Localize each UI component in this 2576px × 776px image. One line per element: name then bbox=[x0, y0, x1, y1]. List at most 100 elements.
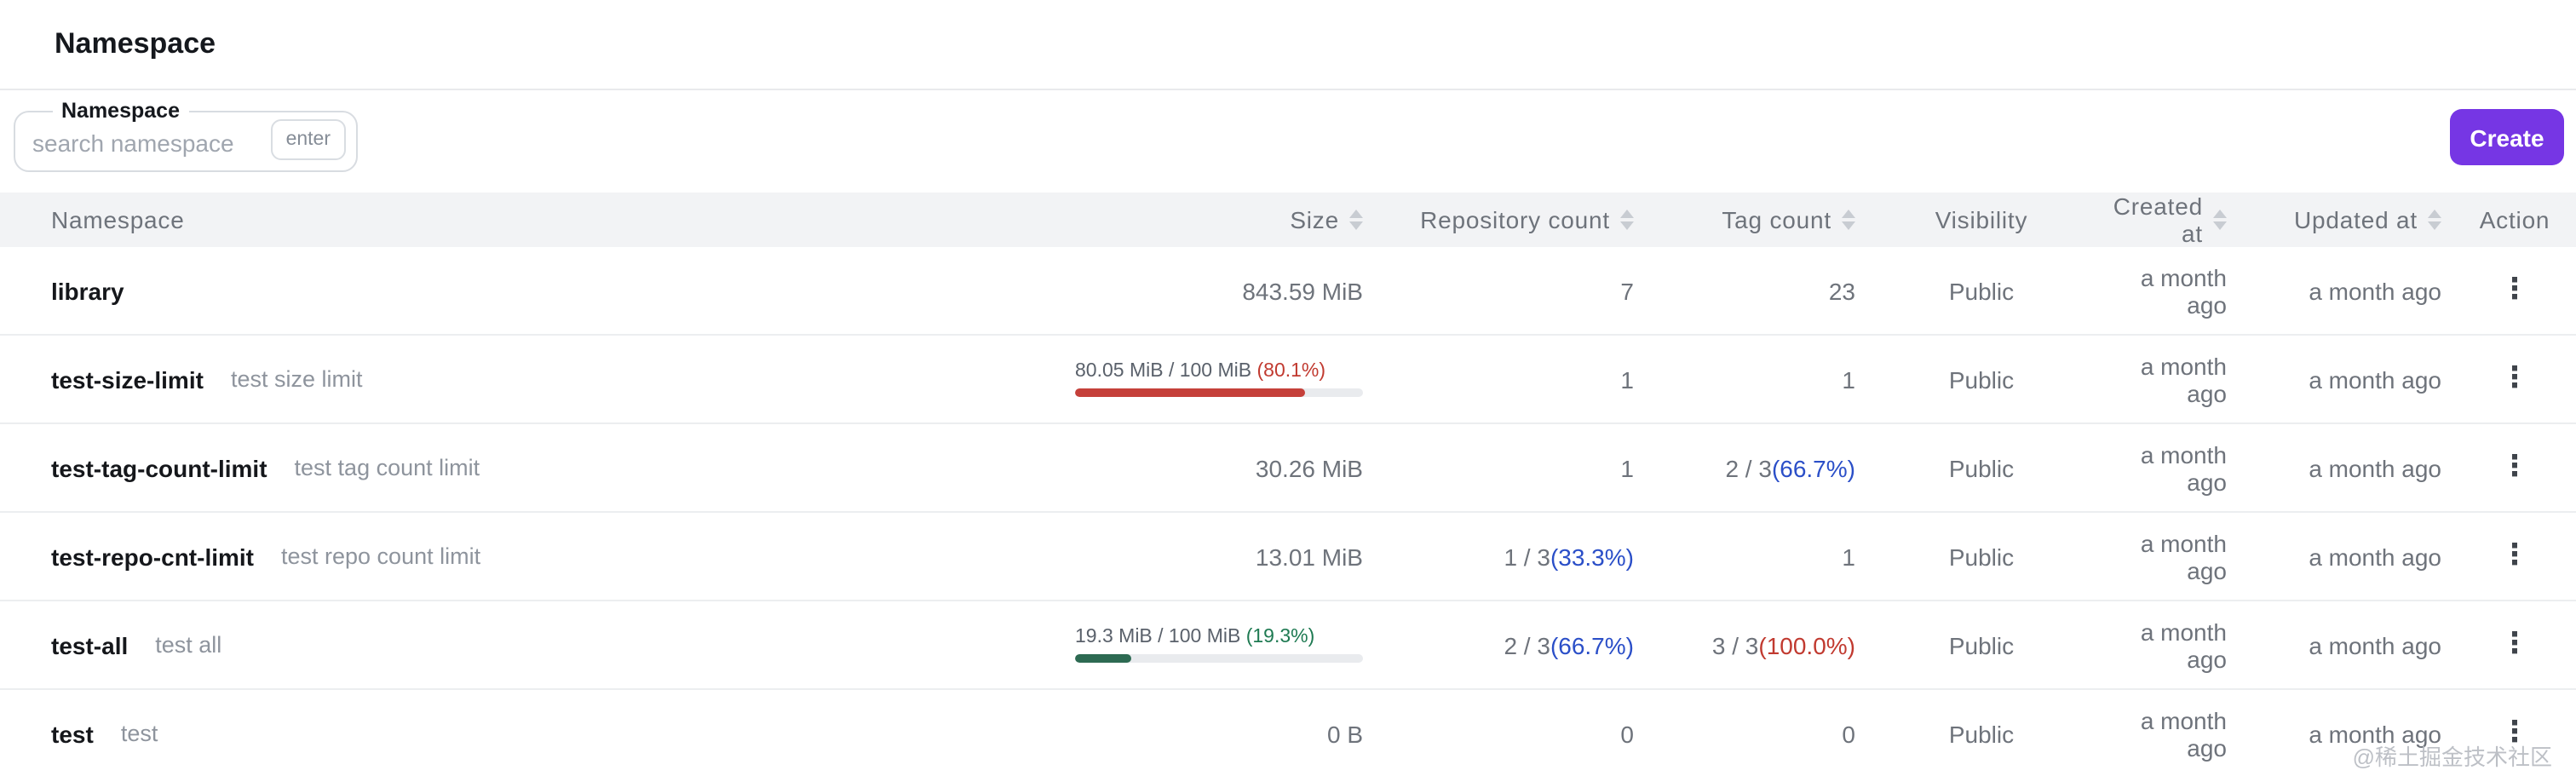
namespace-search-fieldset: Namespace enter bbox=[14, 99, 358, 172]
cell-value: 7 bbox=[1620, 277, 1634, 304]
row-actions-menu-button[interactable]: ⋮ bbox=[2500, 627, 2529, 661]
quota-used-of-limit: 19.3 MiB / 100 MiB bbox=[1075, 627, 1246, 647]
quota-percent: (80.1%) bbox=[1256, 361, 1326, 382]
action-cell: ⋮ bbox=[2467, 450, 2562, 484]
quota-usage-block: 19.3 MiB / 100 MiB (19.3%) bbox=[1075, 627, 1363, 663]
page-title: Namespace bbox=[55, 27, 216, 60]
quota-usage-text: 80.05 MiB / 100 MiB (80.1%) bbox=[1075, 361, 1363, 382]
column-header-visibility: Visibility bbox=[1855, 206, 2107, 233]
repository-count-cell: 1 bbox=[1363, 365, 1634, 393]
size-cell: 843.59 MiB bbox=[1056, 277, 1363, 304]
fraction-percent: (33.3%) bbox=[1550, 543, 1634, 570]
namespace-name-link[interactable]: test-repo-cnt-limit bbox=[51, 543, 254, 570]
cell-value: 0 B bbox=[1326, 720, 1363, 747]
row-actions-menu-button[interactable]: ⋮ bbox=[2500, 716, 2529, 750]
search-input[interactable] bbox=[32, 123, 245, 164]
namespace-name-link[interactable]: library bbox=[51, 277, 124, 304]
row-actions-menu-button[interactable]: ⋮ bbox=[2500, 273, 2529, 307]
created-at-cell: a month ago bbox=[2140, 706, 2227, 761]
namespace-cell: test-all test all bbox=[51, 631, 1056, 658]
column-header-label: Tag count bbox=[1722, 206, 1831, 233]
column-header-label: Repository count bbox=[1420, 206, 1610, 233]
namespace-description: test repo count limit bbox=[281, 543, 481, 569]
cell-value: 1 bbox=[1842, 365, 1855, 393]
cell-value: 1 bbox=[1620, 365, 1634, 393]
namespace-cell: test-tag-count-limit test tag count limi… bbox=[51, 454, 1056, 481]
namespace-description: test tag count limit bbox=[294, 455, 480, 480]
table-row: test-size-limit test size limit 80.05 Mi… bbox=[0, 336, 2576, 424]
table-row: test-all test all 19.3 MiB / 100 MiB (19… bbox=[0, 601, 2576, 690]
tag-count-cell: 23 bbox=[1634, 277, 1855, 304]
visibility-cell: Public bbox=[1948, 720, 2015, 747]
namespace-cell: test test bbox=[51, 720, 1056, 747]
cell-value: 1 bbox=[1620, 454, 1634, 481]
table-row: test-tag-count-limit test tag count limi… bbox=[0, 424, 2576, 513]
search-field-label: Namespace bbox=[61, 99, 180, 123]
namespace-name-link[interactable]: test bbox=[51, 720, 94, 747]
column-header-label: Size bbox=[1290, 206, 1339, 233]
size-cell: 30.26 MiB bbox=[1056, 454, 1363, 481]
sort-arrows-icon[interactable] bbox=[1842, 210, 1855, 230]
row-actions-menu-button[interactable]: ⋮ bbox=[2500, 538, 2529, 572]
table-row: test test 0 B 0 0 Public a month ago a m… bbox=[0, 690, 2576, 776]
created-at-cell: a month ago bbox=[2140, 263, 2227, 318]
visibility-cell: Public bbox=[1948, 277, 2015, 304]
sort-arrows-icon[interactable] bbox=[2213, 210, 2227, 230]
column-header-repository_count[interactable]: Repository count bbox=[1363, 206, 1634, 233]
visibility-cell: Public bbox=[1948, 631, 2015, 658]
created-at-cell: a month ago bbox=[2140, 618, 2227, 672]
sort-arrows-icon[interactable] bbox=[1620, 210, 1634, 230]
cell-value: 30.26 MiB bbox=[1255, 454, 1363, 481]
fraction-percent: (100.0%) bbox=[1758, 631, 1855, 658]
quota-used-of-limit: 80.05 MiB / 100 MiB bbox=[1075, 361, 1257, 382]
table-row: library 843.59 MiB 7 23 Public a month a… bbox=[0, 247, 2576, 336]
action-cell: ⋮ bbox=[2467, 538, 2562, 572]
quota-progress-track bbox=[1075, 654, 1363, 663]
action-cell: ⋮ bbox=[2467, 716, 2562, 750]
column-header-namespace: Namespace bbox=[51, 206, 1056, 233]
visibility-cell: Public bbox=[1948, 454, 2015, 481]
quota-usage-block: 80.05 MiB / 100 MiB (80.1%) bbox=[1075, 361, 1363, 397]
sort-arrows-icon[interactable] bbox=[1349, 210, 1363, 230]
sort-arrows-icon[interactable] bbox=[2428, 210, 2441, 230]
row-actions-menu-button[interactable]: ⋮ bbox=[2500, 450, 2529, 484]
created-at-cell: a month ago bbox=[2140, 352, 2227, 406]
namespace-table: Namespace Size Repository count Tag count Vi… bbox=[0, 193, 2576, 776]
page-header: Namespace bbox=[0, 0, 2576, 90]
action-cell: ⋮ bbox=[2467, 273, 2562, 307]
column-header-label: Visibility bbox=[1935, 206, 2028, 233]
cell-value: 23 bbox=[1828, 277, 1855, 304]
column-header-label: Action bbox=[2479, 206, 2550, 233]
updated-at-cell: a month ago bbox=[2309, 631, 2441, 658]
column-header-tag_count[interactable]: Tag count bbox=[1634, 206, 1855, 233]
created-at-cell: a month ago bbox=[2140, 529, 2227, 583]
repository-count-cell: 1 bbox=[1363, 454, 1634, 481]
cell-value: 13.01 MiB bbox=[1255, 543, 1363, 570]
column-header-created_at[interactable]: Created at bbox=[2107, 193, 2252, 247]
repository-count-cell: 2 / 3 (66.7%) bbox=[1363, 631, 1634, 658]
visibility-cell: Public bbox=[1948, 365, 2015, 393]
size-cell: 13.01 MiB bbox=[1056, 543, 1363, 570]
create-button[interactable]: Create bbox=[2450, 109, 2564, 165]
row-actions-menu-button[interactable]: ⋮ bbox=[2500, 361, 2529, 395]
tag-count-cell: 0 bbox=[1634, 720, 1855, 747]
namespace-description: test bbox=[120, 721, 158, 746]
size-cell: 0 B bbox=[1056, 720, 1363, 747]
namespace-cell: test-size-limit test size limit bbox=[51, 365, 1056, 393]
updated-at-cell: a month ago bbox=[2309, 277, 2441, 304]
fraction-value: 3 / 3 bbox=[1711, 631, 1759, 658]
cell-value: 0 bbox=[1620, 720, 1634, 747]
namespace-name-link[interactable]: test-tag-count-limit bbox=[51, 454, 267, 481]
namespace-name-link[interactable]: test-size-limit bbox=[51, 365, 204, 393]
updated-at-cell: a month ago bbox=[2309, 543, 2441, 570]
namespace-description: test size limit bbox=[230, 366, 363, 392]
tag-count-cell: 3 / 3 (100.0%) bbox=[1634, 631, 1855, 658]
updated-at-cell: a month ago bbox=[2309, 720, 2441, 747]
column-header-size[interactable]: Size bbox=[1056, 206, 1363, 233]
action-cell: ⋮ bbox=[2467, 361, 2562, 395]
column-header-updated_at[interactable]: Updated at bbox=[2252, 206, 2467, 233]
watermark: @稀土掘金技术社区 bbox=[2352, 744, 2552, 770]
namespace-name-link[interactable]: test-all bbox=[51, 631, 129, 658]
repository-count-cell: 1 / 3 (33.3%) bbox=[1363, 543, 1634, 570]
created-at-cell: a month ago bbox=[2140, 440, 2227, 495]
